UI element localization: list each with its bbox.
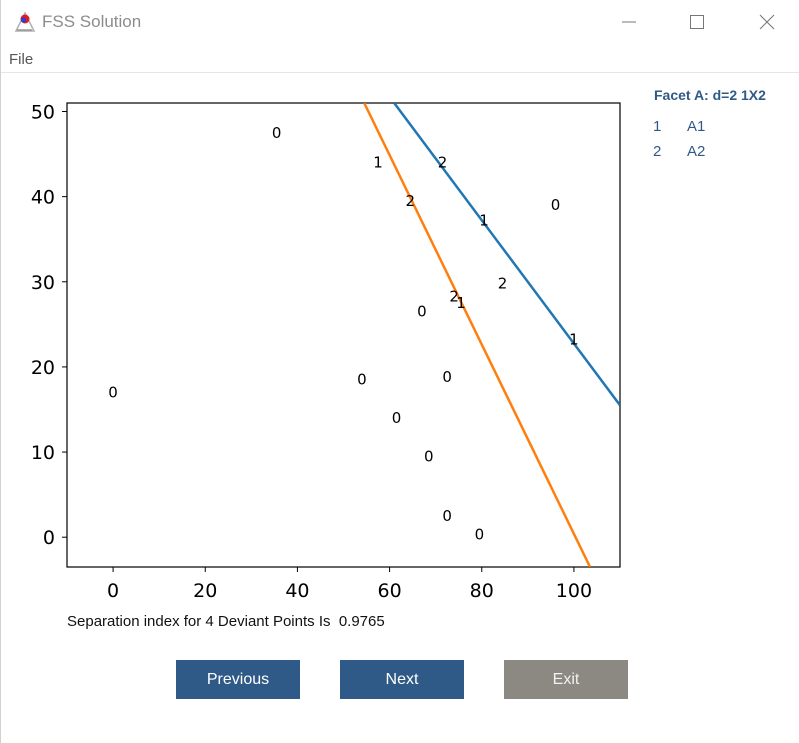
facet-item-label: A2: [687, 143, 706, 160]
app-icon: [14, 11, 36, 32]
x-tick-label: 20: [193, 580, 217, 602]
data-point-label: 0: [392, 409, 402, 427]
data-point-label: 0: [551, 196, 561, 214]
separator-line-1: [393, 103, 620, 406]
data-point-label: 1: [373, 154, 383, 172]
title-bar: FSS Solution: [1, 0, 799, 44]
data-point-label: 0: [424, 447, 434, 465]
file-menu[interactable]: File: [9, 51, 34, 68]
data-point-label: 2: [498, 274, 508, 292]
exit-button[interactable]: Exit: [504, 660, 628, 699]
data-point-label: 2: [449, 287, 459, 305]
data-point-label: 0: [272, 124, 282, 142]
separation-index-text: Separation index for 4 Deviant Points Is…: [67, 613, 385, 630]
x-tick-label: 80: [470, 580, 494, 602]
close-icon[interactable]: [744, 8, 790, 36]
data-point-label: 2: [438, 154, 448, 172]
maximize-icon[interactable]: [674, 8, 720, 36]
facet-item-label: A1: [687, 118, 706, 135]
minimize-icon[interactable]: [606, 8, 652, 36]
y-tick-label: 30: [31, 272, 55, 294]
y-tick-label: 20: [31, 357, 55, 379]
scatter-plot: 0 20 40 60 80 1000102030405000000000001111222…: [31, 102, 621, 602]
data-point-label: 1: [456, 294, 466, 312]
data-point-label: 0: [108, 383, 118, 401]
x-tick-label: 100: [556, 580, 592, 602]
next-button[interactable]: Next: [340, 660, 464, 699]
separator-line-2: [363, 103, 592, 567]
x-tick-label: 0: [107, 580, 119, 602]
data-point-label: 1: [479, 211, 489, 229]
window-title: FSS Solution: [42, 12, 142, 31]
facet-item-number: 2: [653, 143, 662, 160]
x-tick-label: 60: [377, 580, 401, 602]
data-point-label: 0: [357, 371, 367, 389]
data-point-label: 2: [406, 192, 416, 210]
y-tick-label: 10: [31, 442, 55, 464]
facet-title: Facet A: d=2 1X2: [654, 87, 766, 103]
x-tick-label: 40: [285, 580, 309, 602]
data-point-label: 0: [475, 526, 485, 544]
y-tick-label: 0: [43, 527, 55, 549]
plot-frame: [66, 102, 621, 568]
menu-bar: File: [1, 48, 799, 73]
y-tick-label: 50: [31, 102, 55, 124]
data-point-label: 1: [569, 331, 579, 349]
previous-button[interactable]: Previous: [176, 660, 300, 699]
data-point-label: 0: [442, 507, 452, 525]
y-tick-label: 40: [31, 187, 55, 209]
facet-item-number: 1: [653, 118, 662, 135]
data-point-label: 0: [417, 303, 427, 321]
data-point-label: 0: [442, 368, 452, 386]
